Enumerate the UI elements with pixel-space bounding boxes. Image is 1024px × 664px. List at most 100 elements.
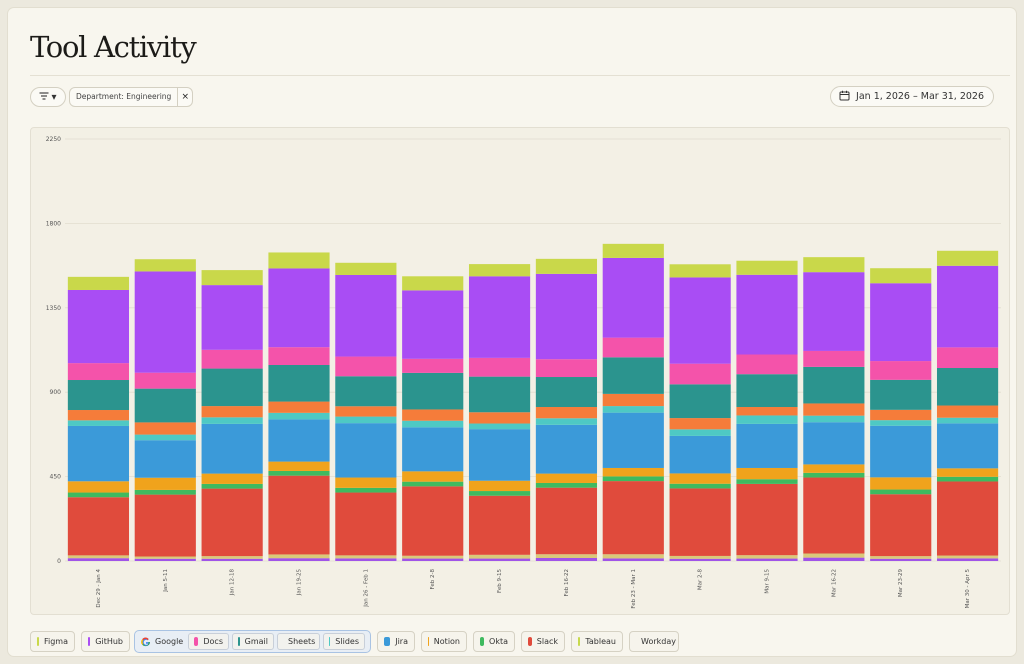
- bar-segment-workday[interactable]: [803, 557, 865, 561]
- bar-segment-workday[interactable]: [669, 558, 731, 561]
- bar-segment-notion[interactable]: [468, 480, 531, 492]
- bar-segment-okta[interactable]: [535, 482, 598, 488]
- bar-segment-figma[interactable]: [870, 268, 932, 284]
- bar-segment-jira[interactable]: [402, 427, 464, 472]
- legend-item-figma[interactable]: Figma: [30, 631, 75, 652]
- bar-segment-okta[interactable]: [736, 479, 798, 484]
- bar-segment-slides[interactable]: [535, 418, 598, 425]
- bar-segment-jira[interactable]: [468, 429, 531, 481]
- bar-segment-docs[interactable]: [870, 361, 932, 380]
- bar-segment-figma[interactable]: [803, 257, 865, 273]
- bar-segment-workday[interactable]: [268, 558, 330, 561]
- bar-segment-docs[interactable]: [402, 358, 464, 373]
- legend-item-sheets[interactable]: Sheets: [277, 633, 320, 650]
- bar-segment-sheets[interactable]: [602, 393, 664, 407]
- bar-segment-notion[interactable]: [335, 477, 397, 488]
- bar-segment-workday[interactable]: [870, 558, 932, 561]
- bar-segment-slack[interactable]: [134, 494, 196, 557]
- bar-segment-sheets[interactable]: [669, 418, 731, 430]
- bar-segment-workday[interactable]: [402, 558, 464, 561]
- bar-segment-gmail[interactable]: [335, 376, 397, 407]
- bar-segment-docs[interactable]: [134, 372, 196, 389]
- bar-segment-slides[interactable]: [201, 417, 263, 424]
- bar-segment-tableau[interactable]: [736, 555, 798, 559]
- legend-item-tableau[interactable]: Tableau: [571, 631, 623, 652]
- bar-segment-slack[interactable]: [602, 481, 664, 555]
- bar-segment-gmail[interactable]: [268, 365, 330, 402]
- bar-segment-jira[interactable]: [268, 419, 330, 462]
- bar-segment-slides[interactable]: [335, 416, 397, 424]
- legend-item-github[interactable]: GitHub: [81, 631, 130, 652]
- bar-segment-gmail[interactable]: [402, 372, 464, 410]
- bar-segment-jira[interactable]: [602, 412, 664, 468]
- bar-segment-jira[interactable]: [669, 435, 731, 474]
- bar-segment-jira[interactable]: [535, 424, 598, 474]
- bar-segment-github[interactable]: [468, 276, 531, 358]
- bar-segment-jira[interactable]: [736, 423, 798, 468]
- bar-segment-slides[interactable]: [936, 417, 999, 424]
- bar-segment-okta[interactable]: [602, 476, 664, 482]
- bar-segment-figma[interactable]: [201, 270, 263, 286]
- bar-segment-workday[interactable]: [134, 558, 196, 561]
- date-range-picker[interactable]: Jan 1, 2026 – Mar 31, 2026: [830, 86, 994, 107]
- bar-segment-jira[interactable]: [201, 423, 263, 474]
- bar-segment-tableau[interactable]: [268, 554, 330, 559]
- bar-segment-figma[interactable]: [602, 243, 664, 258]
- bar-segment-figma[interactable]: [67, 276, 130, 290]
- bar-segment-notion[interactable]: [134, 477, 196, 490]
- bar-segment-gmail[interactable]: [669, 384, 731, 419]
- bar-segment-figma[interactable]: [335, 262, 397, 275]
- bar-segment-docs[interactable]: [936, 347, 999, 369]
- bar-segment-slack[interactable]: [201, 488, 263, 557]
- bar-segment-figma[interactable]: [402, 276, 464, 291]
- bar-segment-figma[interactable]: [936, 250, 999, 266]
- bar-segment-sheets[interactable]: [535, 407, 598, 419]
- bar-segment-slack[interactable]: [535, 487, 598, 555]
- bar-segment-github[interactable]: [870, 283, 932, 362]
- bar-segment-workday[interactable]: [335, 558, 397, 561]
- bar-segment-sheets[interactable]: [936, 405, 999, 418]
- bar-segment-okta[interactable]: [335, 487, 397, 493]
- bar-segment-tableau[interactable]: [936, 555, 999, 559]
- bar-segment-docs[interactable]: [736, 354, 798, 375]
- bar-segment-okta[interactable]: [268, 470, 330, 476]
- bar-segment-github[interactable]: [602, 257, 664, 338]
- bar-segment-gmail[interactable]: [602, 357, 664, 394]
- bar-segment-tableau[interactable]: [67, 555, 130, 559]
- bar-segment-okta[interactable]: [134, 489, 196, 495]
- legend-item-gmail[interactable]: Gmail: [232, 633, 274, 650]
- bar-segment-tableau[interactable]: [669, 555, 731, 559]
- legend-item-workday[interactable]: Workday: [629, 631, 679, 652]
- bar-segment-tableau[interactable]: [870, 556, 932, 559]
- bar-segment-gmail[interactable]: [870, 379, 932, 410]
- legend-item-notion[interactable]: Notion: [421, 631, 467, 652]
- bar-segment-tableau[interactable]: [134, 556, 196, 559]
- bar-segment-docs[interactable]: [468, 357, 531, 377]
- bar-segment-figma[interactable]: [134, 259, 196, 272]
- bar-segment-figma[interactable]: [468, 264, 531, 277]
- bar-segment-workday[interactable]: [67, 558, 130, 561]
- bar-segment-notion[interactable]: [870, 477, 932, 490]
- bar-segment-slack[interactable]: [402, 486, 464, 556]
- legend-group-google[interactable]: Google Docs Gmail Sheets Slides: [134, 630, 371, 653]
- bar-segment-jira[interactable]: [134, 440, 196, 478]
- bar-segment-figma[interactable]: [669, 264, 731, 278]
- bar-segment-slides[interactable]: [402, 420, 464, 428]
- bar-segment-tableau[interactable]: [335, 555, 397, 559]
- bar-segment-sheets[interactable]: [736, 407, 798, 416]
- bar-segment-github[interactable]: [134, 271, 196, 373]
- filter-button[interactable]: ▾: [30, 87, 66, 107]
- bar-segment-tableau[interactable]: [602, 554, 664, 559]
- bar-segment-slack[interactable]: [936, 481, 999, 556]
- bar-segment-tableau[interactable]: [468, 554, 531, 559]
- bar-segment-sheets[interactable]: [870, 409, 932, 421]
- bar-segment-notion[interactable]: [268, 461, 330, 471]
- bar-segment-sheets[interactable]: [335, 406, 397, 417]
- bar-segment-gmail[interactable]: [201, 368, 263, 407]
- bar-segment-gmail[interactable]: [67, 380, 130, 411]
- bar-segment-okta[interactable]: [402, 481, 464, 487]
- bar-segment-notion[interactable]: [67, 481, 130, 493]
- bar-segment-github[interactable]: [669, 277, 731, 364]
- bar-segment-slides[interactable]: [134, 434, 196, 441]
- bar-segment-okta[interactable]: [468, 491, 531, 496]
